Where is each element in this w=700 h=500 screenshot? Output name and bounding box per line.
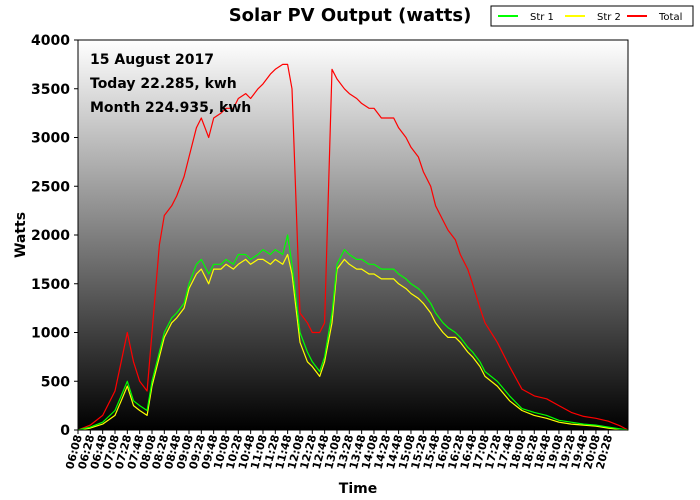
legend-box (490, 5, 694, 27)
x-axis-label: Time (339, 481, 377, 497)
series-layer (77, 63, 629, 431)
annotation-date: 15 August 2017 (90, 52, 214, 68)
series-line-str2 (77, 253, 629, 431)
y-ticks: 0 500 1000 1500 2000 2500 3000 3500 4000 (31, 33, 78, 439)
plot-background (78, 40, 628, 430)
legend-label-total: Total (658, 12, 682, 23)
legend-label-str1: Str 1 (530, 12, 554, 23)
chart-title: Solar PV Output (watts) (229, 5, 472, 26)
y-tick-label-0: 0 (60, 423, 70, 439)
series-line-str1 (77, 234, 629, 431)
y-axis-label: Watts (13, 212, 29, 258)
y-tick-label-5: 2500 (31, 179, 70, 195)
annotation-today: Today 22.285, kwh (90, 76, 237, 92)
y-tick-label-8: 4000 (31, 33, 70, 49)
legend: Str 1 Str 2 Total (490, 5, 694, 27)
annotation-month: Month 224.935, kwh (90, 100, 251, 116)
y-tick-label-4: 2000 (31, 228, 70, 244)
y-tick-label-2: 1000 (31, 326, 70, 342)
legend-label-str2: Str 2 (597, 12, 621, 23)
y-tick-label-1: 500 (41, 374, 70, 390)
y-tick-label-6: 3000 (31, 131, 70, 147)
x-ticks: 06:0806:2806:4807:0807:2807:4808:0808:28… (63, 430, 615, 471)
y-tick-label-3: 1500 (31, 277, 70, 293)
y-tick-label-7: 3500 (31, 82, 70, 98)
series-line-total (77, 63, 629, 431)
